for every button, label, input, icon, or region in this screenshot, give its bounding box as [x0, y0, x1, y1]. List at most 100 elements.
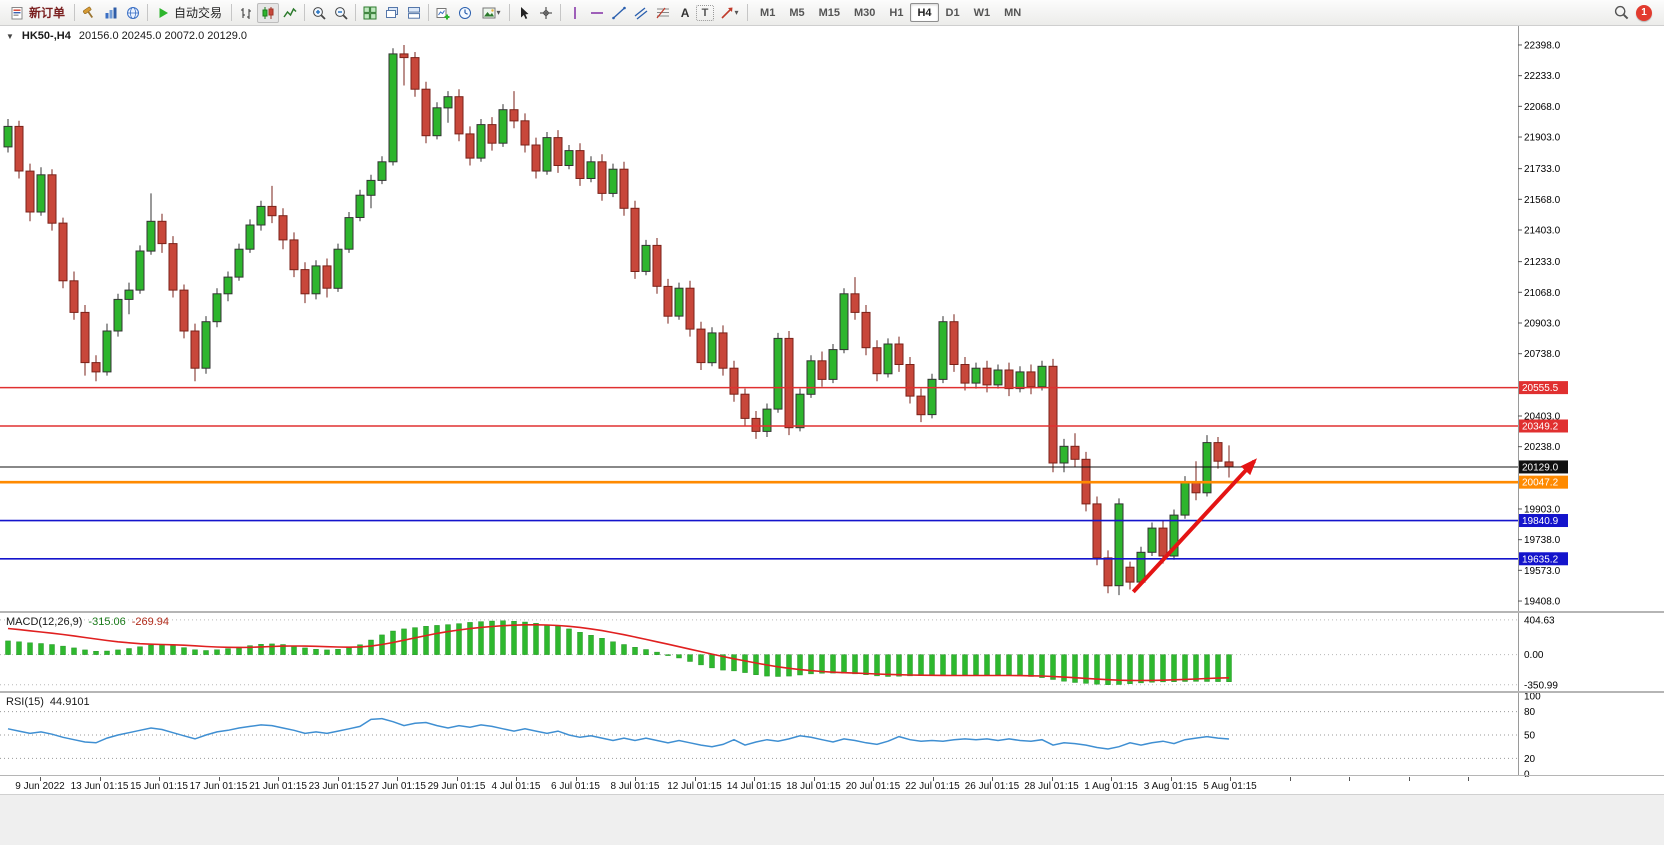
macd-axis-label: 404.63 [1524, 615, 1555, 626]
trendline-icon[interactable] [608, 3, 630, 23]
trend-arrow[interactable] [1131, 459, 1256, 594]
new-order-label: 新订单 [29, 6, 66, 20]
channel-icon[interactable] [630, 3, 652, 23]
price-axis-label: 19408.0 [1524, 597, 1561, 608]
macd-histogram-bar [1149, 654, 1155, 683]
time-axis-tick [754, 777, 755, 781]
macd-histogram-bar [1215, 654, 1221, 682]
time-axis-label: 8 Jul 01:15 [610, 781, 660, 792]
candlestick-icon[interactable] [257, 2, 280, 23]
horizontal-line-icon[interactable] [586, 3, 608, 23]
macd-histogram-bar [698, 654, 704, 666]
macd-histogram-bar [335, 649, 341, 655]
time-axis-label: 1 Aug 01:15 [1084, 781, 1138, 792]
timeframe-m1[interactable]: M1 [760, 6, 776, 19]
macd-histogram-bar [115, 649, 121, 655]
zoom-out-icon[interactable] [330, 3, 352, 23]
macd-histogram-bar [1028, 654, 1034, 677]
one-click-trading-toggle[interactable]: ▼ [6, 31, 14, 41]
macd-histogram-bar [60, 645, 66, 655]
time-axis-label: 18 Jul 01:15 [786, 781, 841, 792]
timeframe-m5[interactable]: M5 [789, 6, 805, 19]
panel-separator[interactable] [0, 611, 1664, 613]
timeframe-m15[interactable]: M15 [818, 6, 840, 19]
hammer-icon[interactable] [78, 3, 100, 23]
macd-histogram-bar [874, 654, 880, 677]
arrange-windows-icon[interactable] [403, 3, 425, 23]
timeframe-h4[interactable]: H4 [910, 3, 939, 22]
price-tag [1519, 514, 1568, 528]
text-icon[interactable]: A [680, 5, 690, 20]
time-axis-label: 12 Jul 01:15 [667, 781, 722, 792]
template-icon[interactable]: ▾ [476, 3, 506, 23]
macd-histogram-bar [973, 654, 979, 675]
macd-histogram-bar [181, 647, 187, 655]
cursor-icon[interactable] [513, 3, 535, 23]
macd-histogram-bar [258, 644, 264, 655]
chart-canvas[interactable]: 20555.5 20349.2 20129.0 20047.2 19840.9 19635… [0, 26, 1664, 777]
time-axis[interactable]: 9 Jun 2022 13 Jun 01:15 15 Jun 01:15 17 Jun… [0, 777, 1664, 794]
bar-chart-icon[interactable] [235, 3, 257, 23]
macd-histogram-bar [951, 654, 957, 676]
rsi-panel: 100 80 50 20 0 [0, 692, 1541, 777]
new-order-button[interactable]: 新订单 [4, 2, 71, 23]
timeframe-w1[interactable]: W1 [973, 6, 991, 19]
macd-histogram-bar [676, 654, 682, 659]
macd-histogram-bar [423, 626, 429, 655]
time-axis-label: 28 Jul 01:15 [1024, 781, 1079, 792]
macd-histogram-bar [830, 654, 836, 674]
time-axis-tick [159, 777, 160, 781]
label-icon[interactable]: T [696, 4, 715, 21]
search-icon[interactable] [1610, 3, 1632, 23]
fibonacci-icon[interactable] [652, 3, 674, 23]
timeframe-h1[interactable]: H1 [889, 6, 904, 19]
toolbar-separator [147, 4, 149, 21]
timeframe-d1[interactable]: D1 [945, 6, 960, 19]
macd-histogram-bar [808, 654, 814, 675]
price-axis-label: 21403.0 [1524, 226, 1561, 237]
price-axis-label: 22233.0 [1524, 71, 1561, 82]
macd-histogram-bar [863, 654, 869, 675]
panel-separator [0, 775, 1664, 776]
vertical-line-icon[interactable] [564, 3, 586, 23]
timeframe-mn[interactable]: MN [1004, 6, 1022, 19]
tile-windows-icon[interactable] [359, 3, 381, 23]
zoom-in-icon[interactable] [308, 3, 330, 23]
crosshair-icon[interactable] [535, 3, 557, 23]
macd-histogram-bar [643, 649, 649, 655]
macd-histogram-bar [203, 650, 209, 655]
macd-histogram-bar [5, 640, 11, 655]
time-axis-label: 20 Jul 01:15 [845, 781, 901, 792]
chevron-down-icon: ▾ [496, 8, 501, 17]
time-axis-label: 27 Jun 01:15 [368, 781, 426, 792]
chart-columns-icon[interactable] [100, 3, 122, 23]
clock-icon[interactable] [454, 3, 476, 23]
new-chart-icon[interactable] [432, 3, 454, 23]
macd-histogram-bar [522, 621, 528, 655]
macd-histogram-bar [588, 635, 594, 655]
macd-histogram-bar [786, 654, 792, 677]
rsi-value: 44.9101 [49, 696, 90, 708]
time-axis-tick [1230, 777, 1231, 781]
time-axis-label: 17 Jun 01:15 [189, 781, 248, 792]
panel-separator[interactable] [0, 691, 1664, 693]
macd-histogram-bar [797, 654, 803, 676]
price-axis-label: 19573.0 [1524, 566, 1561, 577]
price-axis-label: 21568.0 [1524, 195, 1561, 206]
price-tag [1519, 460, 1568, 474]
autotrading-button[interactable]: 自动交易 [151, 2, 228, 23]
timeframe-m30[interactable]: M30 [854, 6, 876, 19]
macd-histogram-bar [280, 644, 286, 655]
price-axis-label: 21233.0 [1524, 257, 1561, 268]
macd-histogram-bar [269, 643, 275, 655]
globe-icon[interactable] [122, 3, 144, 23]
notification-badge[interactable]: 1 [1636, 4, 1652, 21]
rsi-indicator-label: RSI(15) 44.9101 [6, 696, 90, 708]
macd-histogram-bar [632, 647, 638, 655]
shapes-icon[interactable]: ▾ [714, 3, 744, 23]
line-chart-icon[interactable] [279, 3, 301, 23]
time-axis-label: 5 Aug 01:15 [1203, 781, 1257, 792]
cascade-windows-icon[interactable] [381, 3, 403, 23]
macd-histogram-bar [720, 654, 726, 671]
time-axis-tick [1408, 777, 1410, 781]
